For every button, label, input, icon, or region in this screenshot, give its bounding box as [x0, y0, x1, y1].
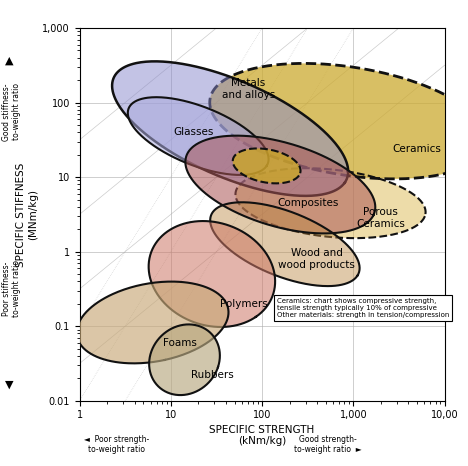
Polygon shape [235, 168, 425, 238]
Text: Porous
Ceramics: Porous Ceramics [356, 207, 405, 229]
Text: Wood and
wood products: Wood and wood products [278, 248, 355, 270]
Text: Glasses: Glasses [174, 127, 214, 137]
Text: Foams: Foams [163, 337, 197, 348]
Text: Ceramics: chart shows compressive strength,
tensile strength typically 10% of co: Ceramics: chart shows compressive streng… [277, 298, 449, 318]
Polygon shape [210, 63, 468, 179]
Polygon shape [210, 202, 359, 286]
Text: Poor stiffness-
to-weight ratio: Poor stiffness- to-weight ratio [2, 260, 22, 317]
X-axis label: SPECIFIC STRENGTH
(kNm/kg): SPECIFIC STRENGTH (kNm/kg) [210, 425, 314, 446]
Text: Polymers: Polymers [220, 299, 268, 309]
Y-axis label: SPECIFIC STIFFNESS
(MNm/kg): SPECIFIC STIFFNESS (MNm/kg) [16, 162, 38, 267]
Polygon shape [112, 62, 348, 196]
Text: ▼: ▼ [5, 379, 14, 390]
Text: Rubbers: Rubbers [190, 370, 233, 380]
Text: ▲: ▲ [5, 55, 14, 66]
Polygon shape [149, 221, 275, 327]
Polygon shape [77, 281, 228, 363]
Text: Composites: Composites [277, 198, 338, 208]
Polygon shape [128, 97, 269, 175]
Text: Good stiffness-
to-weight ratio: Good stiffness- to-weight ratio [2, 83, 22, 141]
Text: ◄  Poor strength-
to-weight ratio: ◄ Poor strength- to-weight ratio [84, 435, 150, 454]
Text: Good strength-
to-weight ratio  ►: Good strength- to-weight ratio ► [294, 435, 361, 454]
Text: Metals
and alloys: Metals and alloys [222, 78, 275, 100]
Polygon shape [149, 324, 220, 395]
Polygon shape [233, 149, 300, 183]
Polygon shape [185, 136, 375, 233]
Text: Ceramics: Ceramics [393, 144, 442, 154]
